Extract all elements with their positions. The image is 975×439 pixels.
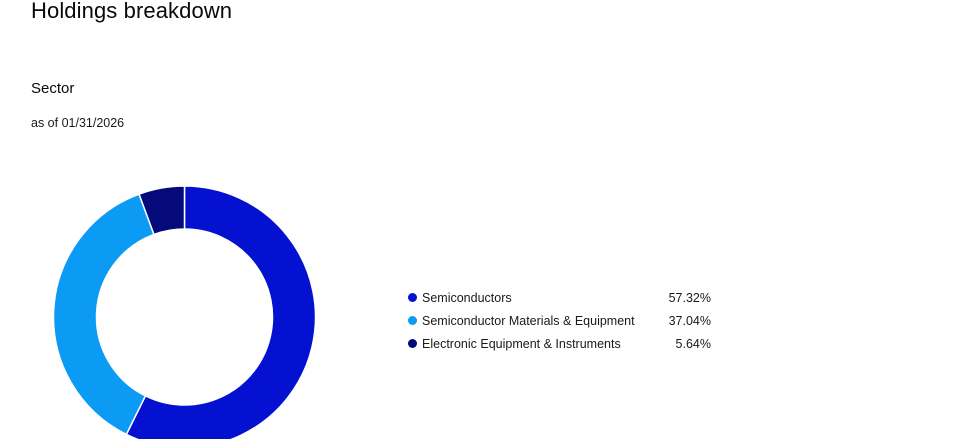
- legend-label: Electronic Equipment & Instruments: [422, 337, 621, 351]
- donut-slice-electronic-equipment-instruments[interactable]: [138, 185, 186, 236]
- legend-item-semiconductor-materials-equipment[interactable]: Semiconductor Materials & Equipment 37.0…: [407, 311, 713, 334]
- legend-item-electronic-equipment-instruments[interactable]: Electronic Equipment & Instruments 5.64%: [407, 334, 713, 357]
- donut-slices: [52, 185, 317, 439]
- legend-label: Semiconductors: [422, 291, 512, 305]
- legend-value: 57.32%: [668, 291, 711, 305]
- legend-marker: [408, 339, 417, 348]
- page-title: Holdings breakdown: [31, 0, 233, 23]
- legend-label: Semiconductor Materials & Equipment: [422, 314, 635, 328]
- legend-marker: [408, 316, 417, 325]
- legend-item-semiconductors[interactable]: Semiconductors 57.32%: [407, 288, 713, 311]
- legend-value: 37.04%: [668, 314, 711, 328]
- donut-slice-semiconductors[interactable]: [125, 185, 317, 439]
- chart-legend: Semiconductors 57.32% Semiconductor Mate…: [407, 288, 713, 357]
- donut-slice-semiconductor-materials-equipment[interactable]: [52, 193, 155, 436]
- legend-value: 5.64%: [675, 337, 711, 351]
- as-of-date: as of 01/31/2026: [31, 116, 125, 130]
- legend-marker: [408, 293, 417, 302]
- section-title: Sector: [31, 80, 75, 97]
